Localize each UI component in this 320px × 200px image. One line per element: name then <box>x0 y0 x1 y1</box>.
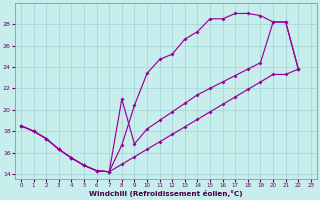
X-axis label: Windchill (Refroidissement éolien,°C): Windchill (Refroidissement éolien,°C) <box>89 190 243 197</box>
